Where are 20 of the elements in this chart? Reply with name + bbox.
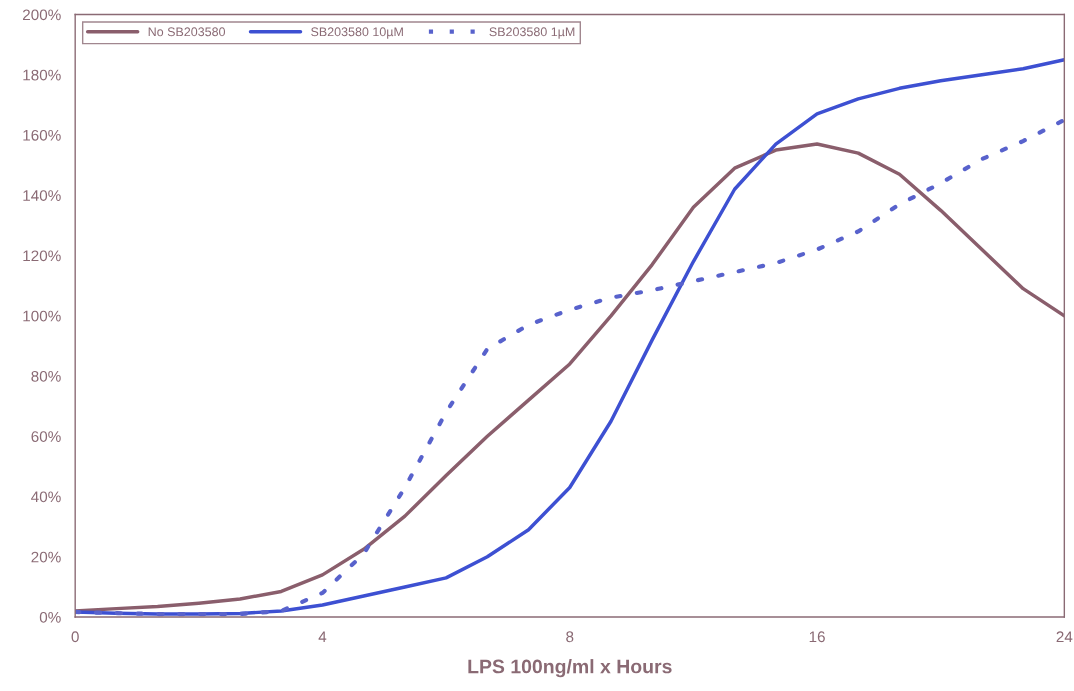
y-tick-label: 40% [31, 491, 61, 503]
y-tick-label: 180% [23, 69, 61, 81]
x-tick-label: 0 [71, 631, 79, 643]
y-tick-label: 160% [23, 129, 61, 141]
y-tick-label: 120% [23, 250, 61, 262]
legend-label: SB203580 10µM [311, 27, 403, 39]
y-tick-label: 140% [23, 190, 61, 201]
x-tick-label: 24 [1056, 631, 1073, 643]
y-tick-label: 80% [31, 370, 61, 382]
x-tick-label: 4 [318, 631, 327, 643]
y-tick-label: 60% [31, 431, 61, 442]
y-tick-label: 100% [23, 310, 61, 322]
y-tick-label: 20% [31, 551, 61, 563]
legend-label: SB203580 1µM [489, 27, 575, 39]
x-tick-label: 16 [809, 631, 825, 643]
x-axis-title: LPS 100ng/ml x Hours [468, 659, 672, 678]
y-tick-label: 0% [39, 611, 61, 623]
y-tick-label: 200% [22, 9, 61, 21]
x-tick-label: 8 [566, 631, 574, 643]
legend-label: No SB203580 [148, 27, 226, 37]
